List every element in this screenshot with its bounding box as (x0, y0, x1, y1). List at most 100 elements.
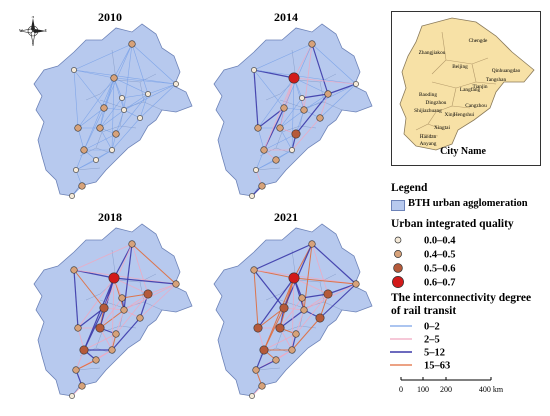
rail-link (253, 69, 259, 129)
city-node (121, 107, 127, 113)
rail-link (311, 43, 357, 85)
city-node (70, 266, 78, 274)
city-node (69, 193, 75, 199)
quality-symbol (393, 263, 403, 273)
quality-symbol (392, 276, 404, 288)
rail-link (83, 77, 115, 151)
rail-link (113, 43, 133, 79)
rail-link (113, 77, 149, 95)
city-node (279, 303, 289, 313)
city-node (136, 314, 144, 322)
legend-title: Legend (391, 182, 428, 194)
rail-link (253, 269, 295, 279)
rail-link (293, 277, 329, 295)
rail-link (115, 309, 125, 335)
rail-link (73, 69, 177, 85)
rail-link (293, 277, 357, 285)
rail-link (319, 83, 357, 119)
city-node (120, 306, 128, 314)
city-node (74, 324, 82, 332)
quality-label: 0.6–0.7 (424, 278, 456, 289)
rail-link (99, 97, 123, 129)
rail-link (253, 43, 313, 71)
city-node (288, 72, 300, 84)
city-node (323, 289, 333, 299)
svg-text:W: W (19, 28, 23, 33)
city-node (80, 146, 88, 154)
inset-city-label: Zhangjiakou (419, 50, 446, 56)
rail-link (311, 43, 329, 95)
city-node (352, 280, 360, 288)
rail-link (279, 77, 295, 129)
rail-link (75, 359, 97, 371)
rail-link (113, 277, 177, 285)
city-node (92, 356, 100, 364)
city-node (260, 146, 268, 154)
city-node (143, 289, 153, 299)
svg-text:S: S (32, 42, 34, 46)
inset-city-label: Tangshan (486, 77, 507, 83)
rail-link (319, 93, 329, 119)
rail-link (327, 83, 357, 95)
scale-tick-label: 200 (440, 385, 452, 394)
city-node (280, 104, 288, 112)
inset-city-label: Beijing (452, 64, 468, 70)
city-node (288, 346, 296, 354)
rail-link (279, 297, 303, 329)
rail-link (139, 93, 149, 119)
city-node (250, 266, 258, 274)
rail-link (111, 317, 141, 351)
city-node (253, 167, 259, 173)
rail-link (293, 77, 305, 111)
rail-link (301, 93, 329, 99)
rail-link (257, 107, 285, 129)
rail-link (121, 93, 149, 99)
city-node (298, 294, 306, 302)
map-year-title: 2010 (98, 10, 122, 24)
inset-city-label: Anyang (420, 141, 437, 147)
region-swatch (391, 200, 405, 211)
inset-city-label: Baoding (419, 92, 437, 98)
city-node (99, 303, 109, 313)
rail-link (123, 83, 177, 111)
rail-link (263, 277, 295, 351)
rail-link (83, 133, 117, 151)
city-node (110, 74, 118, 82)
rail-link (75, 159, 97, 171)
rail-link (257, 77, 295, 129)
inset-city-label: Cangzhou (465, 103, 487, 109)
rail-link (111, 277, 115, 351)
rail-link (253, 69, 295, 79)
svg-text:N: N (32, 16, 35, 19)
city-node (251, 67, 257, 73)
rail-link (111, 117, 141, 151)
city-node (72, 366, 80, 374)
rail-link (115, 109, 125, 135)
city-node (324, 90, 332, 98)
city-node (112, 130, 120, 138)
map-panel-2014: 2014 (196, 10, 386, 210)
quality-title: Urban integrated quality (391, 218, 514, 230)
inset-city-label: Xingtai (434, 125, 450, 131)
inset-city-label: Hengshui (454, 112, 475, 118)
rail-link (131, 243, 149, 295)
inset-city-map: City Name Chengde Zhangjiakou Beijing Qinhu… (391, 11, 541, 166)
rail-link (293, 77, 357, 85)
city-node (78, 182, 86, 190)
inset-city-label: Dingzhou (426, 100, 447, 106)
rail-link (293, 77, 329, 95)
rail-link (253, 243, 313, 271)
map-panel-2010: 2010 (16, 10, 206, 210)
city-node (93, 157, 99, 163)
north-arrow-icon: N E S W (19, 16, 48, 46)
rail-link (99, 127, 113, 151)
inset-region (399, 17, 535, 151)
rail-link (263, 77, 295, 151)
rail-link (73, 269, 115, 279)
rail-link (253, 269, 357, 285)
quality-label: 0.0–0.4 (424, 236, 456, 247)
map-year-title: 2014 (274, 10, 298, 24)
rail-link (255, 159, 277, 171)
rail-link (279, 309, 305, 329)
transit-label: 2–5 (424, 335, 440, 346)
